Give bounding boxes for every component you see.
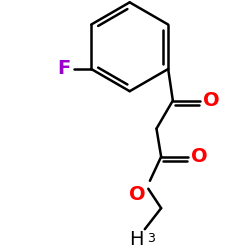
Text: H: H <box>129 230 144 250</box>
Text: F: F <box>57 60 70 78</box>
Text: O: O <box>191 147 208 166</box>
Text: O: O <box>129 185 146 204</box>
Text: 3: 3 <box>147 232 154 245</box>
Text: O: O <box>202 91 219 110</box>
